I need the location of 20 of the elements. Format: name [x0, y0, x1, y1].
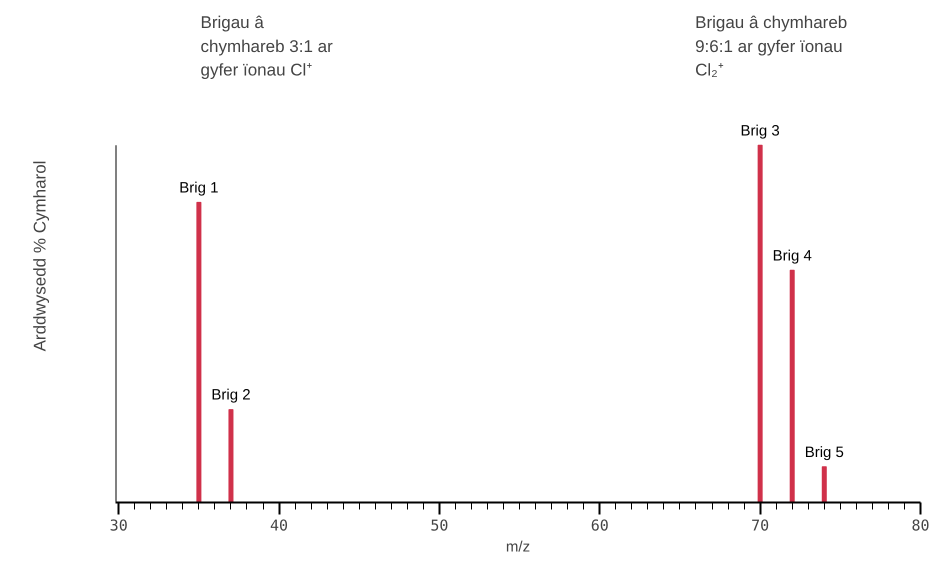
text: Brigau â chymhareb 3:1 ar gyfer ïonau Cl⁺	[200, 13, 334, 80]
x-tick-label: 80	[911, 516, 930, 534]
bar	[758, 144, 763, 502]
x-tick-label: 60	[590, 516, 609, 534]
x-tick-label: 40	[270, 516, 288, 534]
bar	[790, 270, 795, 502]
bar	[196, 202, 202, 502]
annotation: Brig 4	[772, 247, 812, 264]
annotation: Brig 3	[740, 122, 780, 140]
text: Brigau â chymhareb 9:6:1 ar gyfer ïonau Cl₂⁺	[695, 13, 848, 80]
annotation: Brig 5	[804, 444, 844, 461]
bar	[822, 466, 827, 502]
x-tick-label: 30	[110, 516, 128, 534]
x-tick-label: 70	[751, 516, 770, 534]
y-axis-title: Arddwysedd % Cymharol	[30, 160, 50, 352]
annotation: Brig 2	[211, 386, 251, 404]
bar	[228, 409, 234, 502]
annotation: Brig 1	[179, 179, 218, 196]
x-tick-label: 50	[430, 516, 448, 534]
x-axis-title: m/z	[506, 538, 530, 556]
